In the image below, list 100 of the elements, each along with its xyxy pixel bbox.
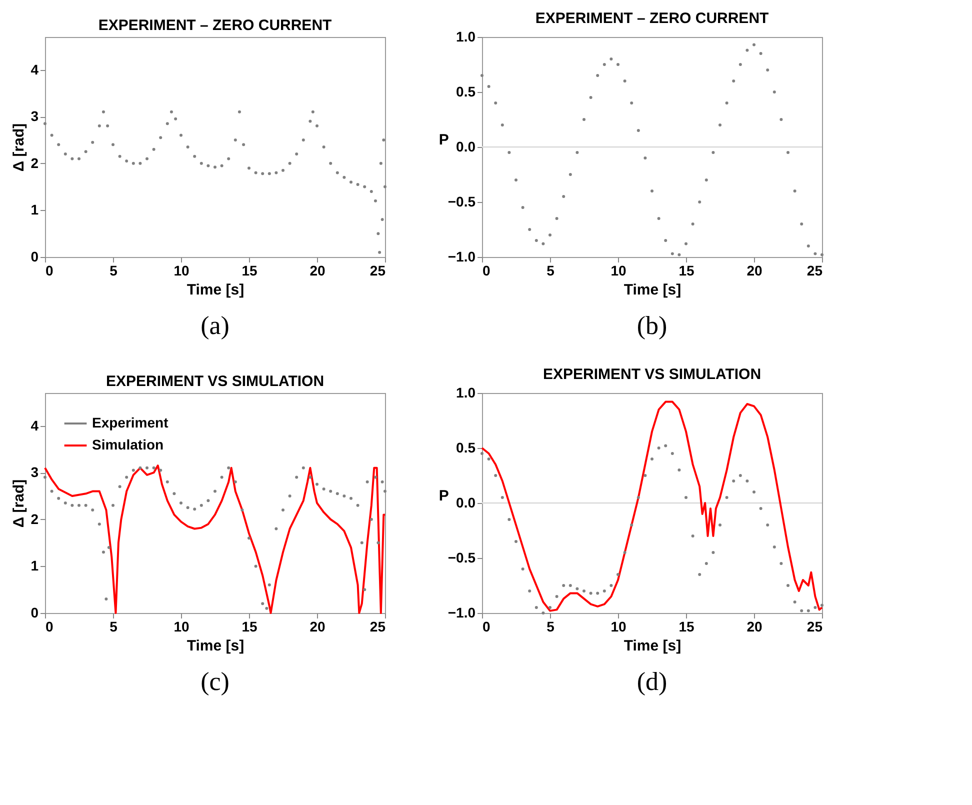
point [684, 496, 688, 499]
point [102, 110, 105, 114]
point [91, 508, 94, 512]
legend-label: Simulation [92, 436, 164, 452]
x-tick-label: 5 [110, 618, 118, 634]
y-axis-title: Δ [rad] [10, 479, 28, 528]
point [379, 162, 382, 165]
line-series [481, 400, 823, 612]
point [268, 583, 271, 586]
point [234, 480, 237, 484]
point [166, 480, 169, 484]
point [44, 122, 46, 126]
y-axis-title: P [438, 132, 449, 148]
point [494, 474, 498, 477]
point [589, 592, 592, 595]
point [678, 253, 681, 256]
point [380, 218, 384, 222]
point [568, 584, 572, 587]
point [480, 74, 484, 77]
point [793, 600, 796, 604]
point [64, 152, 67, 156]
point [282, 168, 284, 172]
point [657, 217, 660, 220]
text: (b) [636, 311, 668, 340]
point [650, 190, 654, 192]
y-axis-title: P [438, 488, 449, 504]
point [664, 239, 668, 242]
point [528, 590, 532, 592]
point [698, 200, 702, 204]
point [104, 597, 108, 600]
point [644, 474, 647, 477]
x-tick-label: 20 [746, 262, 762, 278]
point [302, 466, 305, 470]
point [500, 124, 504, 126]
point [602, 63, 606, 66]
point [670, 252, 674, 256]
point [712, 151, 715, 154]
point [166, 122, 169, 126]
point [514, 540, 518, 543]
x-axis-title: Time [s] [186, 638, 244, 654]
point [44, 476, 46, 479]
point [384, 490, 386, 493]
point [248, 166, 250, 170]
point [146, 466, 148, 470]
point [616, 63, 620, 66]
point [316, 482, 318, 486]
point [363, 185, 366, 188]
point [752, 43, 756, 46]
point [548, 606, 552, 609]
point [302, 138, 305, 142]
point [336, 492, 339, 496]
point [725, 102, 728, 104]
point [786, 151, 790, 154]
point [376, 541, 380, 544]
x-tick-label: 25 [370, 618, 386, 634]
point [636, 129, 640, 132]
point [363, 588, 366, 592]
x-tick-label: 10 [610, 262, 626, 278]
x-axis-title: Time [s] [186, 282, 244, 298]
point [576, 151, 579, 154]
point [125, 476, 128, 479]
chart-title: EXPERIMENT – ZERO CURRENT [535, 10, 769, 27]
point [336, 171, 339, 174]
y-tick-label: 0.0 [456, 494, 476, 510]
point [820, 604, 824, 607]
point [78, 504, 80, 507]
point [521, 206, 524, 209]
point [186, 146, 190, 148]
point [752, 490, 756, 494]
point [534, 606, 538, 609]
y-tick-label: −1.0 [448, 248, 476, 264]
point [582, 118, 586, 121]
point [704, 562, 708, 565]
y-tick-label: 1 [30, 558, 39, 574]
point [678, 468, 681, 472]
point [227, 157, 230, 160]
point [800, 609, 804, 612]
point [234, 138, 237, 142]
point [562, 195, 566, 198]
point [220, 476, 224, 479]
point [70, 504, 74, 507]
point [772, 546, 776, 548]
point [316, 124, 318, 128]
point [555, 217, 558, 220]
point [366, 480, 369, 484]
chart-title: EXPERIMENT VS SIMULATION [542, 366, 762, 383]
point [342, 494, 346, 498]
point [322, 487, 326, 490]
point [193, 154, 196, 158]
x-axis-title: Time [s] [624, 282, 682, 298]
point [766, 68, 770, 72]
point [159, 468, 162, 472]
point [329, 162, 332, 165]
point [623, 80, 626, 82]
y-tick-label: 0 [30, 248, 39, 264]
y-tick-label: 3 [30, 464, 39, 480]
point [382, 138, 386, 142]
point [596, 74, 600, 77]
y-tick-label: 0.5 [456, 84, 476, 100]
point [268, 172, 271, 176]
